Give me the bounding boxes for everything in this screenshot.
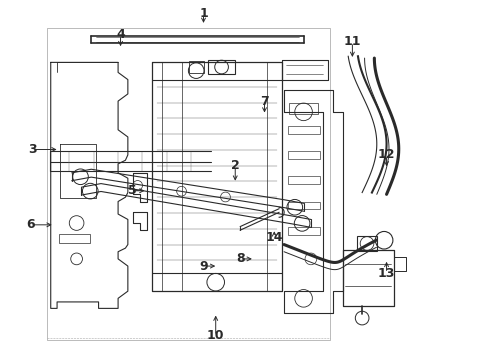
Text: 11: 11 bbox=[343, 35, 361, 49]
Text: 14: 14 bbox=[266, 231, 283, 244]
Bar bbox=[288, 226, 319, 234]
Text: 1: 1 bbox=[199, 7, 208, 20]
Text: 4: 4 bbox=[116, 28, 125, 41]
Text: 6: 6 bbox=[26, 218, 34, 231]
Bar bbox=[357, 236, 377, 251]
Text: 7: 7 bbox=[260, 95, 269, 108]
Text: 8: 8 bbox=[236, 252, 245, 265]
Bar bbox=[48, 28, 330, 339]
Text: 2: 2 bbox=[231, 159, 240, 172]
Bar bbox=[58, 234, 90, 243]
Text: 3: 3 bbox=[28, 143, 37, 156]
Text: 9: 9 bbox=[199, 260, 208, 273]
Bar bbox=[288, 176, 319, 184]
Bar bbox=[208, 60, 235, 74]
Text: 10: 10 bbox=[207, 329, 224, 342]
Bar bbox=[189, 61, 203, 73]
Bar bbox=[288, 202, 319, 210]
Bar bbox=[288, 151, 319, 159]
Bar bbox=[289, 103, 318, 114]
Text: 5: 5 bbox=[128, 184, 137, 197]
Text: 13: 13 bbox=[378, 267, 395, 280]
Text: 12: 12 bbox=[378, 148, 395, 161]
Bar bbox=[288, 126, 319, 134]
